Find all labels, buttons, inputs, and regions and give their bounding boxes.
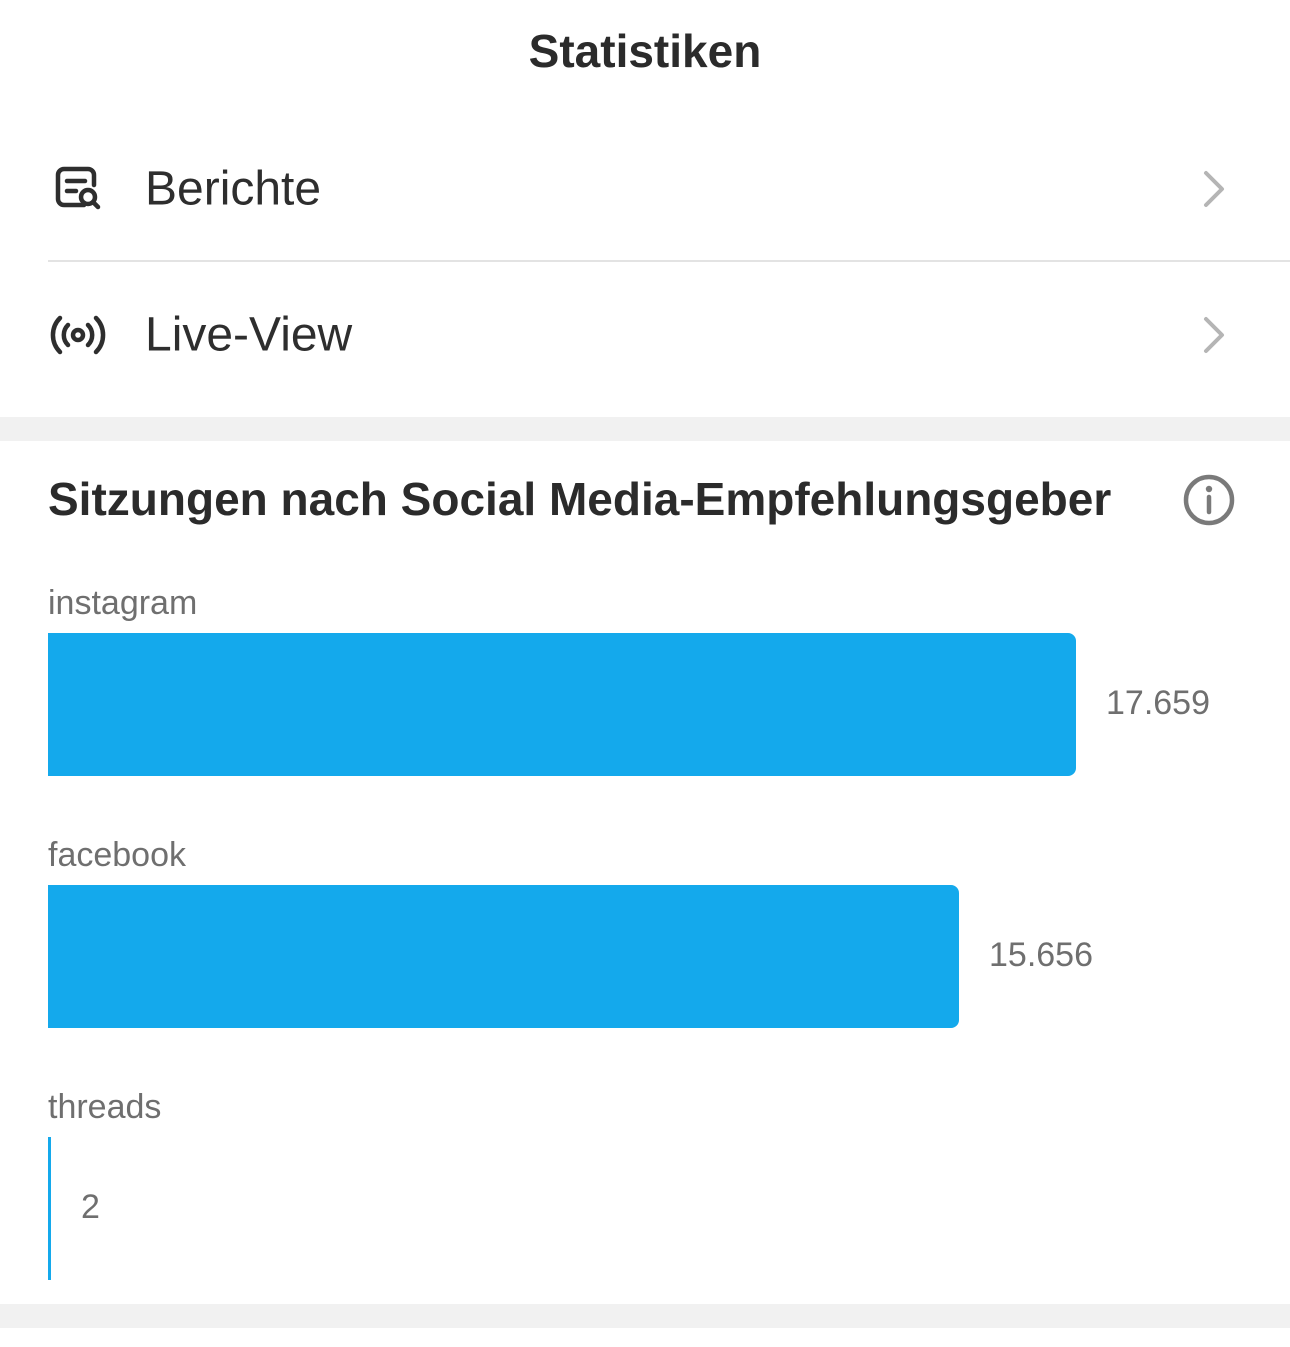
bar-value: 15.656 bbox=[989, 936, 1093, 974]
bar-value: 2 bbox=[81, 1188, 100, 1226]
header: Statistiken bbox=[0, 0, 1290, 110]
bar-label: threads bbox=[48, 1088, 162, 1126]
bar[interactable] bbox=[48, 1137, 51, 1280]
chevron-right-icon bbox=[1204, 171, 1224, 207]
bar-value: 17.659 bbox=[1106, 684, 1210, 722]
section-gap bbox=[0, 417, 1290, 441]
nav-item-berichte[interactable]: Berichte bbox=[48, 116, 1290, 262]
info-icon[interactable] bbox=[1181, 472, 1237, 528]
bar[interactable] bbox=[48, 885, 959, 1028]
report-search-icon bbox=[55, 166, 101, 210]
page-title: Statistiken bbox=[528, 25, 762, 77]
bar-label: facebook bbox=[48, 836, 186, 874]
card-title: Sitzungen nach Social Media-Empfehlungsg… bbox=[48, 473, 1112, 525]
bar[interactable] bbox=[48, 633, 1076, 776]
chevron-right-icon bbox=[1204, 317, 1224, 353]
divider bbox=[48, 260, 1290, 262]
live-broadcast-icon bbox=[50, 315, 106, 355]
section-gap bbox=[0, 1304, 1290, 1328]
nav-item-label: Live-View bbox=[145, 308, 353, 362]
nav-item-label: Berichte bbox=[145, 162, 322, 216]
bar-label: instagram bbox=[48, 584, 198, 622]
nav-item-live-view[interactable]: Live-View bbox=[48, 262, 1290, 408]
